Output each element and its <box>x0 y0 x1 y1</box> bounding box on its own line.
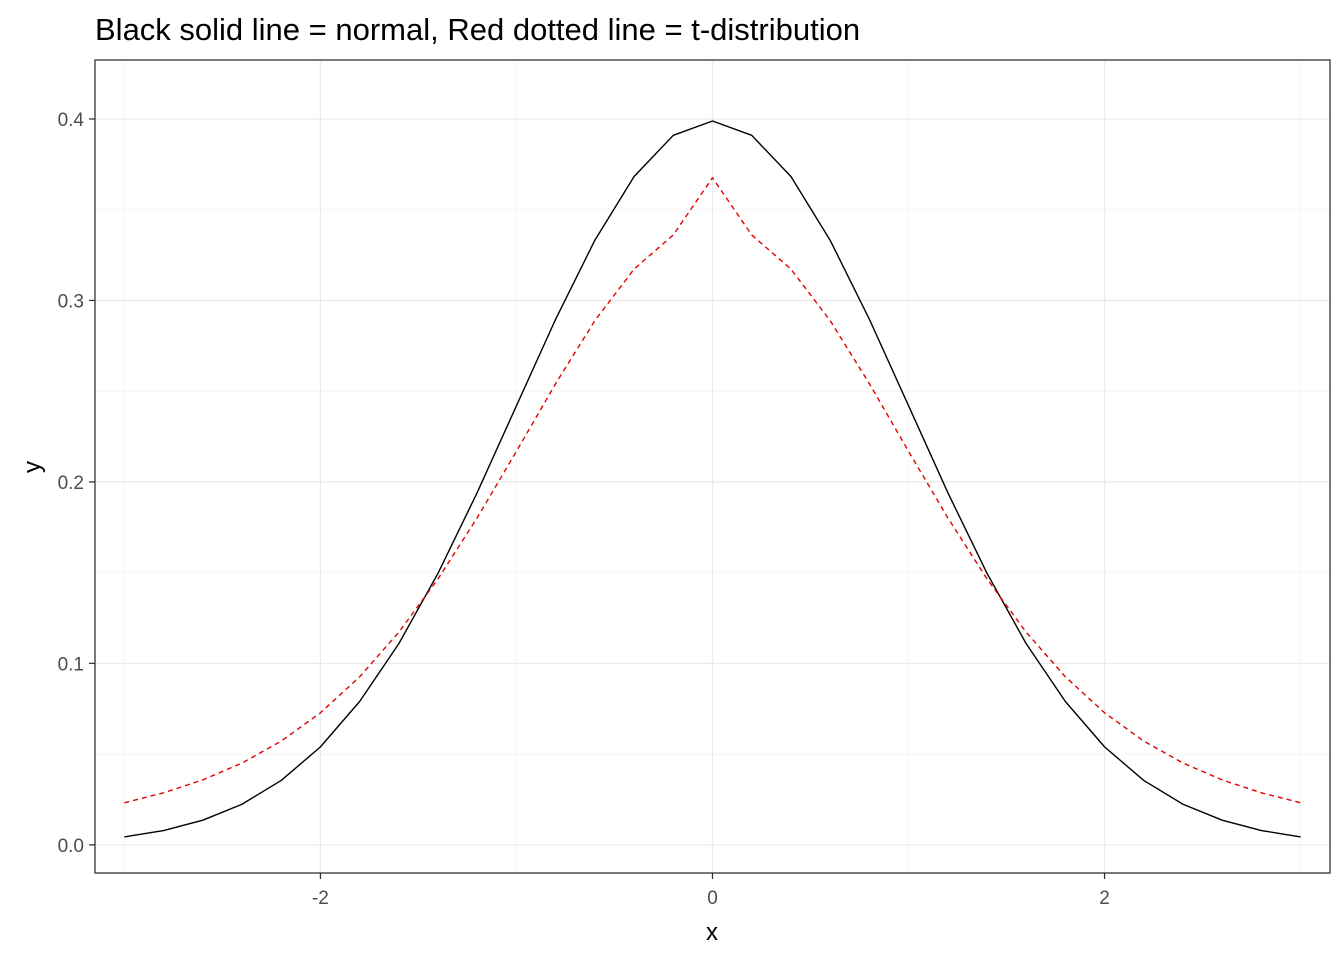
x-axis-title: x <box>706 919 718 946</box>
x-axis-tick-label: -2 <box>312 888 329 909</box>
x-axis-tick-label: 0 <box>707 888 718 909</box>
y-axis: 0.0 0.1 0.2 0.3 0.4 <box>58 110 95 857</box>
y-axis-title: y <box>19 461 46 473</box>
x-axis-tick-label: 2 <box>1099 888 1110 909</box>
y-axis-tick-label: 0.3 <box>58 291 84 312</box>
chart-title: Black solid line = normal, Red dotted li… <box>95 12 860 47</box>
y-axis-tick-label: 0.4 <box>58 110 85 131</box>
y-axis-tick-label: 0.0 <box>58 836 84 857</box>
y-axis-tick-label: 0.2 <box>58 473 84 494</box>
y-axis-tick-label: 0.1 <box>58 654 84 675</box>
series-line-1 <box>124 120 1301 838</box>
series-layer <box>124 120 1301 838</box>
series-line-2 <box>124 177 1301 804</box>
x-axis: -2 0 2 <box>312 873 1110 909</box>
major-gridlines <box>95 60 1330 873</box>
